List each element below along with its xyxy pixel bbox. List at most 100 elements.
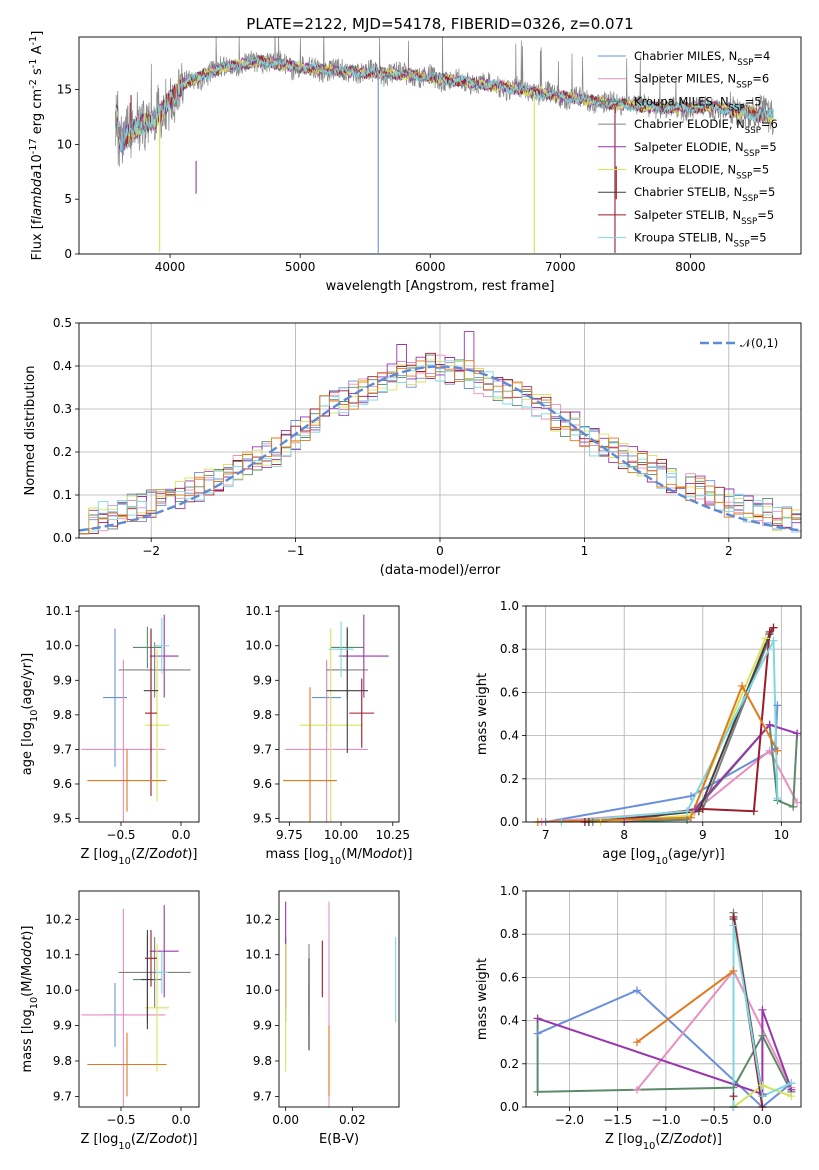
weight-marker [758, 1005, 767, 1014]
panel-z-weight: −2.0 −1.5 −1.0 −0.5 0.0 0.0 0.2 0.4 0.6 0.8 1.0 Z [… [475, 884, 802, 1152]
legend-label: Chabrier MILES, NSSP=4 [634, 49, 770, 68]
legend-label: 𝒩(0,1) [740, 336, 778, 350]
y-tick-label: 10.2 [245, 912, 272, 926]
y-tick-label: 0.1 [53, 488, 72, 502]
weight-marker [773, 746, 782, 755]
weight-line [592, 722, 799, 822]
weight-marker [773, 794, 782, 803]
x-tick-label: 4000 [155, 260, 186, 274]
weight-marker [773, 701, 782, 710]
weight-marker [683, 807, 692, 816]
x-axis-label: age [log10(age/yr)] [602, 847, 725, 867]
x-tick-label: 0.02 [339, 1113, 366, 1127]
weight-line [588, 633, 771, 822]
weight-marker [729, 1092, 738, 1101]
x-tick-label: 2 [725, 544, 733, 558]
x-tick-label: 9.75 [276, 828, 303, 842]
x-tick-label: −0.5 [106, 1113, 135, 1127]
x-tick-label: −0.5 [106, 828, 135, 842]
y-axis-label: mass [log10(M/Modot)] [20, 926, 40, 1073]
plot-area [115, 37, 774, 253]
y-tick-label: 9.8 [53, 708, 72, 722]
x-tick-label: −1 [287, 544, 305, 558]
x-tick-label: 0.0 [171, 828, 190, 842]
x-tick-label: 0.0 [753, 1113, 772, 1127]
plot-area [537, 626, 799, 822]
weight-line [584, 626, 775, 822]
x-tick-label: 8 [620, 828, 628, 842]
y-axis-label: mass weight [475, 958, 490, 1040]
y-tick-label: 9.7 [53, 1089, 72, 1103]
weight-line [561, 640, 779, 822]
y-tick-label: 0.4 [500, 1014, 519, 1028]
figure-title: PLATE=2122, MJD=54178, FIBERID=0326, z=0… [246, 15, 633, 33]
weight-marker [758, 1081, 767, 1090]
y-tick-label: 9.5 [53, 812, 72, 826]
y-tick-label: 9.9 [53, 1019, 72, 1033]
panel-age-weight: 7 8 9 10 0.0 0.2 0.4 0.6 0.8 1.0 age [log10(age/yr… [475, 599, 802, 867]
plot-area [81, 905, 191, 1107]
x-tick-label: −0.5 [700, 1113, 729, 1127]
x-tick-label: 0.00 [272, 1113, 299, 1127]
y-tick-label: 9.6 [53, 777, 72, 791]
x-tick-label: 7 [542, 828, 550, 842]
legend-label: Chabrier STELIB, NSSP=5 [634, 185, 775, 204]
x-tick-label: 0 [436, 544, 444, 558]
gaussian-curve [79, 365, 801, 532]
y-axis-label: age [log10(age/yr)] [20, 653, 40, 776]
spectrum-line [115, 56, 774, 153]
legend-label: Kroupa ELODIE, NSSP=5 [634, 163, 769, 182]
x-tick-label: −2.0 [555, 1113, 584, 1127]
weight-marker [769, 623, 778, 632]
y-tick-label: 9.8 [53, 1054, 72, 1068]
plot-area [536, 912, 793, 1107]
legend-label: Kroupa STELIB, NSSP=5 [634, 231, 767, 250]
panel-ebv-mass: 0.00 0.02 9.7 9.8 9.9 10.0 10.1 10.2 E(B-V) [245, 890, 400, 1147]
axes-frame [278, 605, 400, 823]
panel-mass-age: 9.75 10.00 10.25 9.5 9.6 9.7 9.8 9.9 10.0 10.1 mas… [245, 604, 413, 867]
weight-marker [533, 1029, 542, 1038]
weight-marker [533, 1087, 542, 1096]
y-tick-label: 10.1 [245, 948, 272, 962]
weight-line [636, 970, 735, 1044]
spectrum-line [115, 56, 774, 148]
axes-frame [78, 605, 200, 823]
y-tick-label: 15 [57, 83, 72, 97]
weight-marker [738, 681, 747, 690]
y-tick-label: 0.0 [53, 531, 72, 545]
weight-marker [729, 1083, 738, 1092]
y-tick-label: 10.1 [45, 948, 72, 962]
weight-marker [789, 802, 798, 811]
legend-label: Salpeter STELIB, NSSP=5 [634, 208, 774, 227]
weight-marker [729, 921, 738, 930]
x-tick-label: 9 [699, 828, 707, 842]
y-tick-label: 0.6 [500, 685, 519, 699]
y-tick-label: 9.8 [253, 708, 272, 722]
y-tick-label: 0.6 [500, 970, 519, 984]
weight-marker [687, 792, 695, 801]
legend-label: Kroupa MILES, NSSP=5 [634, 94, 762, 113]
axes-frame [78, 890, 200, 1108]
plot-area [79, 331, 801, 535]
weight-marker [749, 807, 758, 816]
plot-area [285, 901, 397, 1107]
x-tick-label: 10.00 [324, 828, 358, 842]
weight-marker [698, 805, 707, 814]
weight-line [732, 925, 792, 1107]
weight-line [537, 1009, 793, 1096]
y-tick-label: 9.7 [53, 742, 72, 756]
x-tick-label: 1 [581, 544, 589, 558]
weight-marker [758, 1092, 767, 1101]
x-axis-label: mass [log10(M/Modot)] [266, 847, 413, 867]
legend-label: Chabrier ELODIE, NSSP=6 [634, 117, 778, 136]
weight-marker [533, 1014, 542, 1023]
x-tick-label: 10.25 [376, 828, 410, 842]
y-tick-label: 10.0 [45, 983, 72, 997]
weight-line [545, 705, 779, 822]
y-tick-label: 10.1 [45, 604, 72, 618]
weight-marker [765, 720, 774, 729]
weight-marker [729, 966, 738, 975]
y-tick-label: 5 [64, 192, 72, 206]
legend-label: Salpeter ELODIE, NSSP=5 [634, 140, 777, 159]
